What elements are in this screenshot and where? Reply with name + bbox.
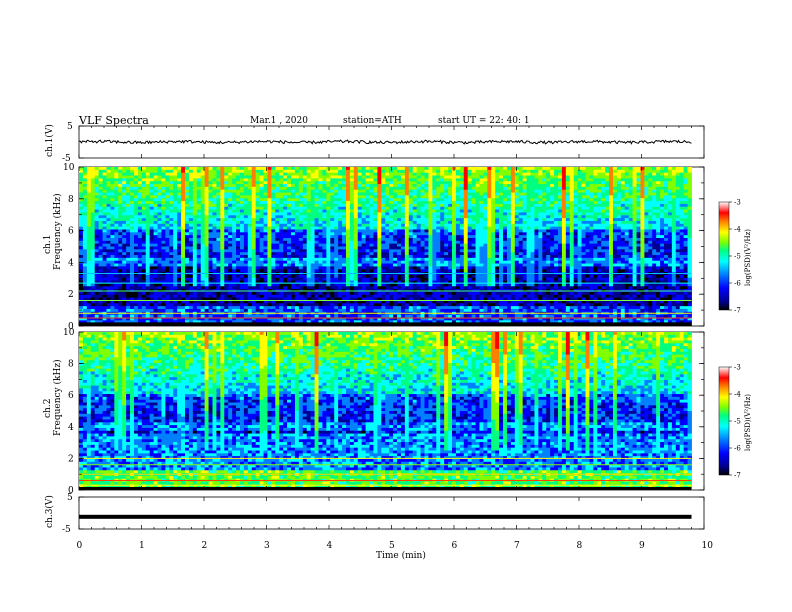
colorbar-tick-label: -7	[734, 307, 741, 315]
x-tick-label: 0	[77, 541, 83, 551]
ch2-spectrogram-ylabel-top: ch.2	[43, 399, 53, 418]
x-tick-label: 9	[639, 541, 645, 551]
ch3-waveform-line	[79, 514, 692, 519]
colorbar-tick-label: -4	[734, 391, 741, 399]
colorbar-tick-label: -7	[734, 472, 741, 480]
y-tick-label: 10	[63, 328, 75, 338]
colorbar-ticks: -3 -4 -5 -6 -7 -3 -4 -5 -6 -7	[729, 199, 741, 480]
x-axis-title: Time (min)	[376, 550, 426, 561]
x-tick-label: 3	[264, 541, 270, 551]
x-tick-label: 7	[514, 541, 520, 551]
ch3-waveform-frame	[78, 496, 705, 530]
x-tick-label: 4	[327, 541, 333, 551]
ch2-colorbar	[718, 366, 730, 476]
colorbar-tick-label: -6	[734, 280, 741, 288]
y-tick-label: -5	[62, 525, 71, 535]
colorbar-tick-label: -5	[734, 418, 741, 426]
ch1-colorbar-label: log(PSD)(V²/Hz)	[744, 229, 752, 286]
ch1-spectrogram-ylabel-top: ch.1	[43, 235, 53, 254]
x-tick-label: 10	[702, 541, 714, 551]
y-tick-label: 4	[68, 423, 74, 433]
ch1-spectrogram-ylabel: Frequency (kHz)	[52, 193, 63, 270]
y-tick-label: 5	[67, 122, 73, 132]
x-tick-label: 2	[202, 541, 208, 551]
ch1-waveform-ylabel: ch.1(V)	[44, 124, 55, 157]
ch2-spectrogram	[79, 332, 692, 490]
ch1-spectrogram	[79, 167, 692, 326]
ch1-colorbar	[718, 201, 730, 311]
y-tick-label: 2	[68, 454, 74, 464]
x-tick-label: 6	[452, 541, 458, 551]
colorbar-tick-label: -5	[734, 253, 741, 261]
x-tick-label: 8	[577, 541, 583, 551]
y-tick-label: 5	[67, 493, 73, 503]
ch3-waveform-ylabel: ch.3(V)	[44, 495, 55, 528]
y-tick-label: 2	[68, 290, 74, 300]
y-tick-label: 4	[68, 258, 74, 268]
y-tick-label: -5	[62, 154, 71, 164]
colorbar-tick-label: -6	[734, 445, 741, 453]
ch1-waveform-line	[79, 139, 692, 145]
ch2-spectrogram-ylabel: Frequency (kHz)	[52, 359, 63, 436]
y-tick-label: 0	[68, 486, 74, 496]
colorbar-tick-label: -4	[734, 226, 741, 234]
start-ut-label: start UT = 22: 40: 1	[438, 116, 530, 126]
colorbar-tick-label: -3	[734, 364, 741, 372]
x-tick-label: 5	[389, 541, 395, 551]
y-tick-label: 8	[68, 360, 74, 370]
colorbar-tick-label: -3	[734, 199, 741, 207]
y-tick-label: 10	[63, 163, 75, 173]
date-label: Mar.1 , 2020	[250, 116, 308, 126]
figure-title: VLF Spectra	[79, 114, 149, 127]
y-tick-label: 6	[68, 227, 74, 237]
y-tick-label: 0	[68, 322, 74, 332]
axis-ticks	[78, 125, 705, 530]
y-tick-label: 6	[68, 391, 74, 401]
x-tick-label: 1	[139, 541, 145, 551]
ch2-colorbar-label: log(PSD)(V²/Hz)	[744, 394, 752, 451]
y-tick-label: 8	[68, 195, 74, 205]
station-label: station=ATH	[343, 116, 402, 126]
